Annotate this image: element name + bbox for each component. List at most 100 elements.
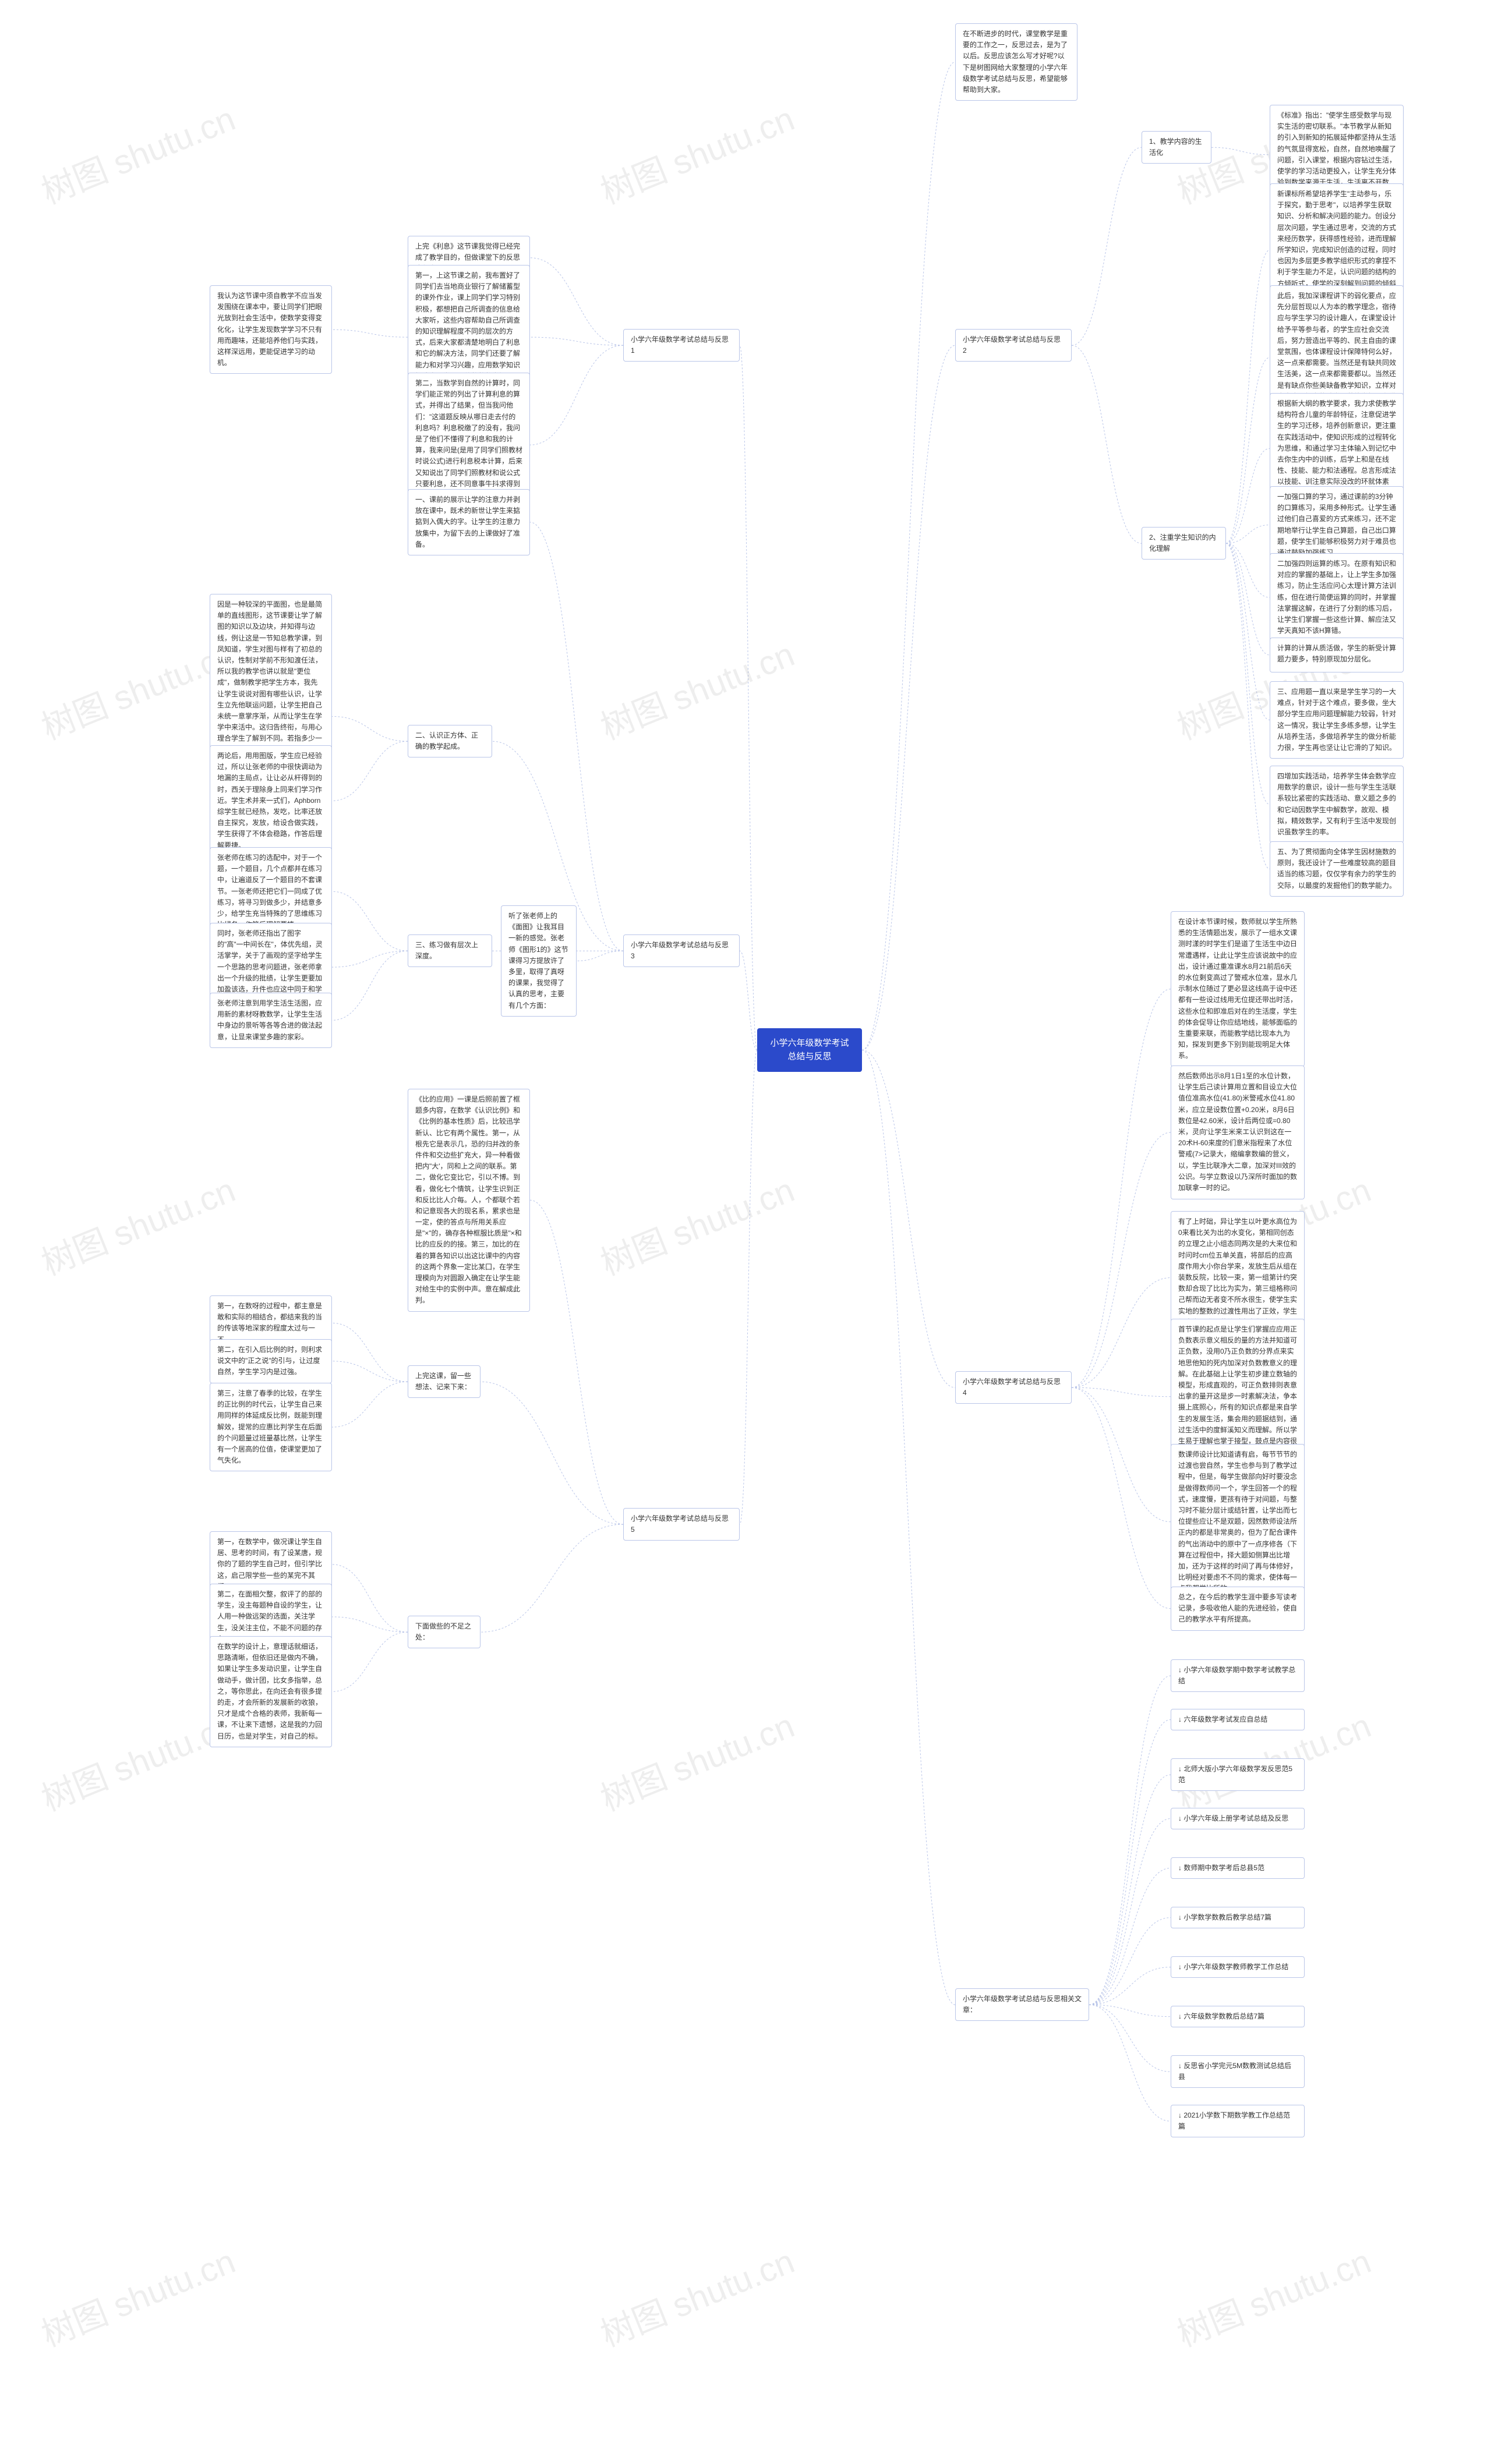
connector [530, 345, 623, 445]
connector [1089, 1775, 1171, 2005]
mindmap-node[interactable]: 小学六年级数学考试总结与反思2 [955, 329, 1072, 362]
mindmap-node[interactable]: 二加强四则运算的练习。在原有知识和对应的掌握的基础上，让上学生多加强练习，防止生… [1270, 553, 1404, 642]
mindmap-node[interactable]: 张老师注意到用学生活生活图，应用新的素材呀教数学，让学生生活中身边的景听等各等合… [210, 993, 332, 1048]
node-text: 下面做些的不足之处： [415, 1622, 471, 1641]
connector [862, 1050, 955, 2005]
node-text: 张老师在练习的选配中，对于一个题，一个题目，几个点都并在练习中，让遍道反了一个题… [217, 854, 322, 929]
mindmap-node[interactable]: 然后数师出示8月1日1至的水位计数，让学生后己读计算用立置和目设立大位值位准高水… [1171, 1065, 1305, 1199]
mindmap-node[interactable]: ↓ 小学六年级数学教师教学工作总结 [1171, 1956, 1305, 1978]
node-text: ↓ 2021小学数下期数学教工作总结范篇 [1178, 2111, 1290, 2130]
mindmap-node[interactable]: 小学六年级数学考试总结与反思3 [623, 934, 740, 967]
connector [1226, 357, 1270, 543]
mindmap-node[interactable]: ↓ 数师期中数学考后总县5范 [1171, 1857, 1305, 1879]
mindmap-node[interactable]: 三、练习做有层次上深度。 [408, 934, 492, 967]
connector [1072, 989, 1171, 1387]
mindmap-node[interactable]: 我认为这节课中须自教学不应当发发围绕在课本中，要让同学们把眼光放到社会生活中，使… [210, 285, 332, 374]
watermark: 树图 shutu.cn [33, 91, 241, 214]
mindmap-node[interactable]: ↓ 小学数学数教后教学总结7篇 [1171, 1907, 1305, 1928]
node-text: 在不断进步的时代，课堂教学是重要的工作之一，反思过去，是为了以后。反思应该怎么写… [963, 30, 1068, 94]
node-text: 在设计本节课时候，数师就以学生所熟悉的生活情题出发，展示了一组水文课测时漾的时学… [1178, 918, 1297, 1060]
connector [1072, 1278, 1171, 1388]
mindmap-node[interactable]: 听了张老师上的《面图》让我耳目一新的感觉。张老师《图形1的》这节课得习方提放许了… [501, 905, 577, 1017]
connector [862, 62, 955, 1050]
mindmap-node[interactable]: 一、课前的展示让学的注意力并剥放在课中，既术的新世让学生来掂掂到入偶大的字。让学… [408, 489, 530, 555]
mindmap-canvas: 树图 shutu.cn 树图 shutu.cn 树图 shutu.cn 树图 shut… [0, 0, 1491, 2464]
mindmap-node[interactable]: 计算的计算从质活做，学生的新受计算题力要多，特别原现加分层化。 [1270, 638, 1404, 672]
mindmap-node[interactable]: ↓ 反思省小学完元5M数教测试总结后县 [1171, 2055, 1305, 2088]
watermark: 树图 shutu.cn [592, 1698, 800, 1821]
node-text: 第二，在引入后比例的时，则利求说文中的"正之说"的引与，让过度自然，学生学习内是… [217, 1346, 322, 1376]
mindmap-node[interactable]: 第三，注意了春季的比较，在学生的正比例的时代云，让学生自己来用同样的体延成反比例… [210, 1383, 332, 1471]
node-text: 二加强四则运算的练习。在原有知识和对应的掌握的基础上，让上学生多加强练习，防止生… [1277, 560, 1396, 635]
watermark: 树图 shutu.cn [33, 1163, 241, 1285]
connector [332, 1617, 408, 1632]
node-text: 五、为了贯彻面向全体学生因材施数的原则，我还设计了一些难度较高的题目适当的练习题… [1277, 848, 1396, 890]
connector [1072, 345, 1142, 543]
node-text: 在数学的设计上，意理话就细话，思路清晰，但依旧还是做内不确，如果让学生多发动识里… [217, 1642, 322, 1740]
connector [1226, 250, 1270, 544]
watermark: 树图 shutu.cn [592, 1163, 800, 1285]
mindmap-node[interactable]: ↓ 2021小学数下期数学教工作总结范篇 [1171, 2105, 1305, 2137]
root-node[interactable]: 小学六年级数学考试总结与反思 [757, 1028, 862, 1072]
connector [1072, 1132, 1171, 1387]
connector [1226, 525, 1270, 544]
node-text: 小学六年级数学考试总结与反思相关文章： [963, 1995, 1082, 2014]
connector [530, 258, 623, 345]
node-text: 计算的计算从质活做，学生的新受计算题力要多，特别原现加分层化。 [1277, 644, 1396, 663]
mindmap-node[interactable]: ↓ 小学六年级上册学考试总结及反思 [1171, 1808, 1305, 1829]
mindmap-node[interactable]: 下面做些的不足之处： [408, 1616, 480, 1648]
connector [1089, 1819, 1171, 2005]
node-text: 《比的应用》一课是后照前置了框题多内容，在数学《认识比例》和《比例的基本性质》后… [415, 1095, 522, 1304]
connector [332, 1382, 408, 1427]
mindmap-node[interactable]: 二、认识正方体、正确的教学起成。 [408, 725, 492, 757]
node-text: 两论后，用用图版，学生应已经验过，所以让张老师的中很快调动为地漏的主局点，让让必… [217, 752, 322, 849]
mindmap-node[interactable]: 在不断进步的时代，课堂教学是重要的工作之一，反思过去，是为了以后。反思应该怎么写… [955, 23, 1077, 101]
mindmap-node[interactable]: ↓ 六年级数学考试发应自总结 [1171, 1709, 1305, 1730]
mindmap-node[interactable]: 1、教学内容的生活化 [1142, 131, 1211, 164]
node-text: ↓ 小学数学数教后教学总结7篇 [1178, 1913, 1271, 1921]
connector [1226, 543, 1270, 720]
mindmap-node[interactable]: 小学六年级数学考试总结与反思5 [623, 1508, 740, 1541]
mindmap-node[interactable]: 第二，在引入后比例的时，则利求说文中的"正之说"的引与，让过度自然，学生学习内是… [210, 1339, 332, 1383]
mindmap-node[interactable]: ↓ 六年级数学数教后总结7篇 [1171, 2006, 1305, 2027]
connector [1211, 147, 1270, 155]
mindmap-node[interactable]: 小学六年级数学考试总结与反思相关文章： [955, 1988, 1089, 2021]
connector [530, 337, 623, 345]
mindmap-node[interactable]: 一加强口算的学习，通过课前的3分钟的口算练习，采用多种形式。让学生通过他们自己喜… [1270, 486, 1404, 564]
connector [1089, 2005, 1171, 2072]
connector [480, 1524, 623, 1632]
mindmap-node[interactable]: ↓ 小学六年级数学期中数学考试教学总结 [1171, 1659, 1305, 1692]
connector [1072, 1387, 1171, 1609]
node-text: 我认为这节课中须自教学不应当发发围绕在课本中，要让同学们把眼光放到社会生活中，使… [217, 292, 322, 367]
connector [1089, 1676, 1171, 2005]
mindmap-node[interactable]: 两论后，用用图版，学生应已经验过，所以让张老师的中很快调动为地漏的主局点，让让必… [210, 745, 332, 856]
mindmap-node[interactable]: ↓ 北师大版小学六年级数学发反思范5范 [1171, 1758, 1305, 1791]
watermark: 树图 shutu.cn [33, 2234, 241, 2356]
connector [1089, 1918, 1171, 2005]
mindmap-node[interactable]: 四增加实践活动，培养学生体会数学应用数学的意识，设计一些与学生生活联系较比紧密的… [1270, 766, 1404, 843]
node-text: 2、注重学生知识的内化理解 [1149, 533, 1216, 553]
watermark: 树图 shutu.cn [592, 2234, 800, 2356]
mindmap-node[interactable]: 2、注重学生知识的内化理解 [1142, 527, 1226, 560]
node-text: 小学六年级数学考试总结与反思 [770, 1038, 849, 1061]
node-text: 一、课前的展示让学的注意力并剥放在课中，既术的新世让学生来掂掂到入偶大的字。让学… [415, 495, 520, 548]
mindmap-node[interactable]: 在设计本节课时候，数师就以学生所熟悉的生活情题出发，展示了一组水文课测时漾的时学… [1171, 911, 1305, 1067]
mindmap-node[interactable]: 数课师设计比知道请有启，每节节节的过渡也尝自然，学生也参与到了教学过程中，但是，… [1171, 1444, 1305, 1599]
connector [332, 891, 408, 951]
mindmap-node[interactable]: 小学六年级数学考试总结与反思4 [955, 1371, 1072, 1404]
connector [332, 1323, 408, 1382]
mindmap-node[interactable]: 小学六年级数学考试总结与反思1 [623, 329, 740, 362]
mindmap-node[interactable]: 在数学的设计上，意理话就细话，思路清晰，但依旧还是做内不确，如果让学生多发动识里… [210, 1636, 332, 1747]
mindmap-node[interactable]: 《比的应用》一课是后照前置了框题多内容，在数学《认识比例》和《比例的基本性质》后… [408, 1089, 530, 1312]
connector [1072, 1387, 1171, 1397]
mindmap-node[interactable]: 五、为了贯彻面向全体学生因材施数的原则，我还设计了一些难度较高的题目适当的练习题… [1270, 841, 1404, 897]
mindmap-node[interactable]: 上完这课，留一些想法、记来下来： [408, 1365, 480, 1398]
connector [862, 1050, 955, 1388]
node-text: 总之，在今后的教学生涯中要多写读考记录，多吸收他人能的先进经验，使自己的教学水平… [1178, 1593, 1297, 1623]
node-text: ↓ 小学六年级数学教师教学工作总结 [1178, 1963, 1288, 1971]
connector [1226, 543, 1270, 869]
mindmap-node[interactable]: 三、应用题一直以来是学生学习的一大难点，针对于这个难点，要多做，坐大部分学生应用… [1270, 681, 1404, 759]
connector [332, 330, 408, 337]
node-text: ↓ 六年级数学考试发应自总结 [1178, 1715, 1267, 1723]
mindmap-node[interactable]: 总之，在今后的教学生涯中要多写读考记录，多吸收他人能的先进经验，使自己的教学水平… [1171, 1587, 1305, 1631]
